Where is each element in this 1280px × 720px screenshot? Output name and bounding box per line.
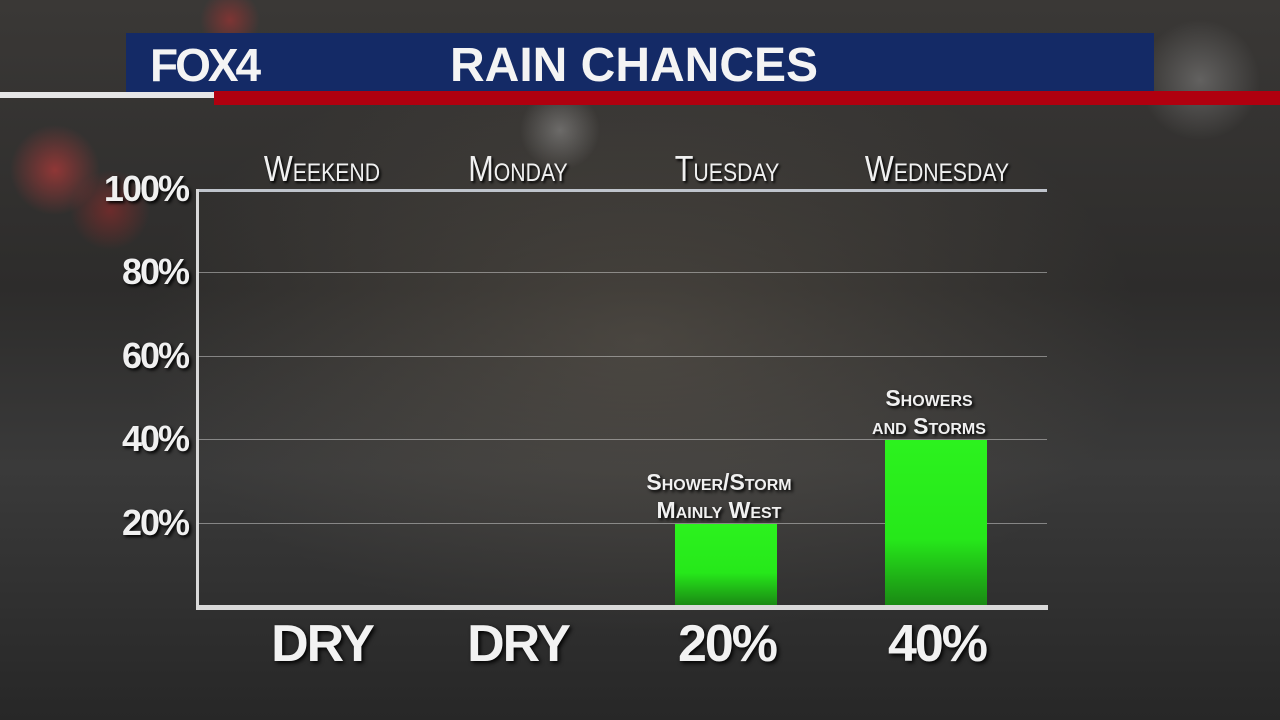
gridline — [198, 522, 1047, 524]
bar-annotation: Shower/Storm Mainly West — [646, 468, 792, 523]
bar-wednesday — [885, 440, 987, 605]
category-label: Weekend — [263, 148, 381, 189]
y-axis — [196, 189, 199, 609]
value-label: 20% — [677, 615, 778, 673]
value-label: DRY — [467, 615, 571, 673]
bar-annotation: Showers and Storms — [872, 385, 986, 440]
category-label: Wednesday — [864, 148, 1010, 189]
y-tick-label: 80% — [121, 251, 190, 293]
gridline — [198, 272, 1047, 274]
category-label: Monday — [468, 148, 568, 189]
fox4-logo: FOX4 — [150, 39, 261, 91]
value-label: DRY — [271, 615, 375, 673]
x-axis — [196, 605, 1048, 610]
header-banner — [126, 33, 1154, 93]
header-red-stripe — [214, 91, 1280, 105]
top-border-line — [198, 189, 1047, 192]
y-tick-label: 60% — [121, 334, 190, 376]
gridline — [198, 355, 1047, 357]
header-white-stripe — [0, 92, 214, 98]
gridline — [198, 439, 1047, 441]
bar-tuesday — [675, 523, 777, 605]
value-label: 40% — [887, 615, 988, 673]
y-tick-label: 20% — [121, 501, 190, 543]
category-label: Tuesday — [674, 148, 780, 189]
page-title: RAIN CHANCES — [450, 39, 819, 92]
y-tick-label: 100% — [103, 168, 190, 209]
y-tick-label: 40% — [121, 418, 190, 460]
